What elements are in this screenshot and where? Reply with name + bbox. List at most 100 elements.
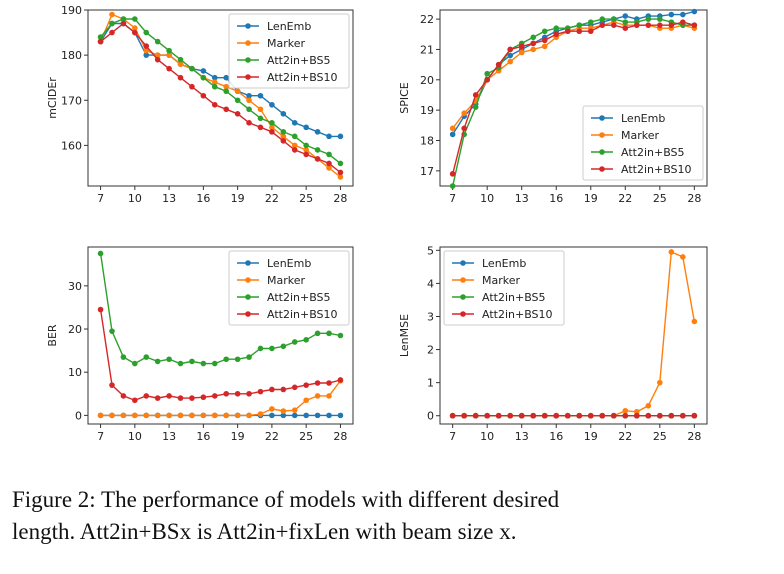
- x-tick-label: 7: [449, 430, 456, 443]
- series-line-LenEmb: [100, 22, 341, 138]
- data-point: [657, 16, 663, 22]
- data-point: [166, 47, 172, 54]
- data-point: [132, 360, 138, 367]
- data-point: [472, 92, 479, 98]
- data-point: [177, 74, 184, 81]
- data-point: [303, 124, 309, 131]
- data-point: [200, 68, 207, 74]
- y-axis-label: LenMSE: [398, 314, 411, 357]
- data-point: [143, 29, 150, 36]
- legend-label: Att2in+BS5: [482, 291, 546, 304]
- data-point: [668, 412, 675, 419]
- data-point: [234, 412, 241, 419]
- data-point: [645, 412, 652, 419]
- legend-label: Marker: [267, 274, 305, 287]
- data-point: [200, 360, 207, 367]
- data-point: [257, 92, 264, 99]
- data-point: [326, 380, 332, 386]
- data-point: [132, 25, 138, 31]
- legend-label: LenEmb: [267, 20, 311, 33]
- data-point: [234, 390, 241, 397]
- data-point: [109, 29, 115, 36]
- data-point: [120, 412, 127, 419]
- x-tick-label: 25: [653, 192, 667, 205]
- data-point: [530, 46, 537, 53]
- data-point: [668, 249, 675, 255]
- legend-label: Att2in+BS5: [267, 54, 331, 67]
- data-point: [657, 379, 663, 386]
- data-point: [120, 20, 127, 27]
- data-point: [314, 156, 321, 162]
- data-point: [599, 412, 606, 419]
- data-point: [143, 43, 150, 49]
- series-line-Marker: [100, 380, 341, 417]
- data-point: [211, 79, 218, 86]
- data-point: [587, 28, 594, 35]
- data-point: [143, 52, 150, 58]
- legend-swatch-marker: [245, 277, 251, 283]
- data-point: [633, 408, 640, 415]
- x-tick-label: 16: [196, 192, 210, 205]
- x-tick-label: 25: [299, 192, 313, 205]
- x-tick-label: 13: [515, 192, 529, 205]
- data-point: [326, 133, 332, 140]
- data-point: [211, 360, 218, 367]
- chart-panel-1: 7 10 13 16 19 22 25 28 160 170 180 190 mCIDEr LenEmb M…: [46, 4, 354, 205]
- legend-box: [228, 13, 350, 89]
- y-tick-label: 18: [420, 134, 434, 147]
- data-point: [622, 407, 629, 414]
- data-point: [200, 74, 207, 81]
- data-point: [166, 393, 172, 399]
- series-line-Marker: [452, 21, 695, 129]
- legend-label: LenEmb: [482, 257, 526, 270]
- data-point: [314, 380, 321, 386]
- legend-swatch-marker: [599, 115, 605, 121]
- data-point: [680, 11, 686, 18]
- legend: LenEmb Marker Att2in+BS5 Att2in+BS10: [228, 250, 350, 326]
- data-point: [472, 412, 479, 419]
- data-point: [553, 412, 560, 419]
- legend: LenEmb Marker Att2in+BS5 Att2in+BS10: [228, 13, 350, 89]
- data-point: [530, 412, 537, 419]
- data-point: [280, 408, 287, 414]
- data-point: [461, 110, 467, 116]
- x-tick-label: 16: [549, 430, 563, 443]
- data-point: [633, 412, 640, 419]
- data-point: [280, 138, 287, 144]
- data-point: [143, 412, 150, 419]
- data-point: [177, 61, 184, 67]
- chart-panel-4: 7 10 13 16 19 22 25 28 0 1 2 3 4 5 LenMSE LenEmb Marker A…: [398, 244, 708, 443]
- data-point: [691, 8, 698, 15]
- data-point: [507, 412, 514, 419]
- legend-swatch-marker: [245, 74, 251, 80]
- data-point: [143, 47, 150, 54]
- data-point: [143, 354, 150, 360]
- x-tick-label: 10: [128, 430, 142, 443]
- data-point: [109, 412, 115, 419]
- data-point: [610, 412, 617, 419]
- data-point: [257, 124, 264, 131]
- x-tick-label: 25: [653, 430, 667, 443]
- legend-swatch-marker: [245, 23, 251, 29]
- data-point: [269, 386, 275, 393]
- data-point: [177, 360, 184, 367]
- data-point: [234, 97, 241, 104]
- legend-swatch-marker: [245, 57, 251, 63]
- data-point: [269, 345, 275, 352]
- data-point: [257, 411, 264, 417]
- data-point: [326, 412, 332, 419]
- x-tick-label: 16: [549, 192, 563, 205]
- legend-swatch-marker: [245, 294, 251, 300]
- data-point: [507, 46, 514, 53]
- data-point: [154, 395, 161, 401]
- data-point: [97, 34, 104, 40]
- x-tick-label: 28: [687, 192, 701, 205]
- data-point: [246, 120, 252, 126]
- data-point: [337, 332, 344, 339]
- data-point: [177, 395, 184, 401]
- data-point: [303, 337, 309, 343]
- legend-label: Att2in+BS5: [621, 146, 685, 159]
- data-point: [507, 52, 514, 59]
- x-tick-label: 7: [449, 192, 456, 205]
- data-point: [211, 412, 218, 419]
